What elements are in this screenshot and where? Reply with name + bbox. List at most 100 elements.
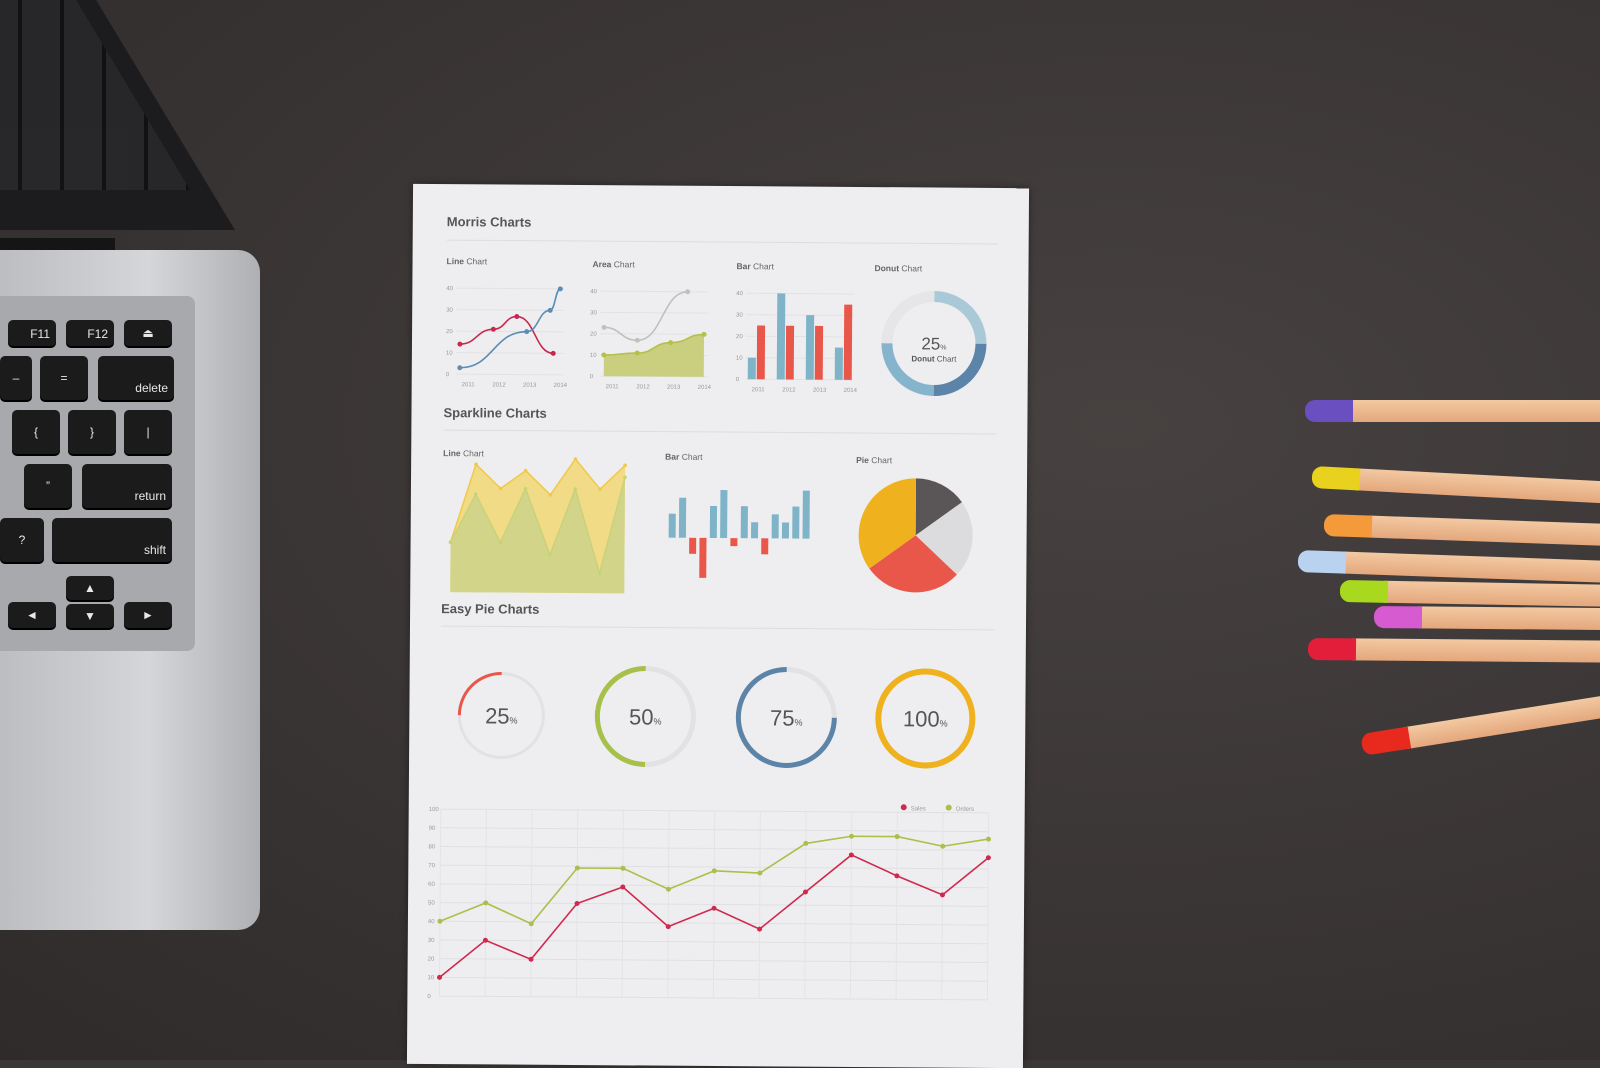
sparkline-bar	[781, 522, 790, 539]
x-tick-label: 2013	[523, 383, 537, 389]
key-right[interactable]: ►	[124, 602, 172, 628]
key-backslash[interactable]: |	[124, 410, 172, 454]
y-tick-label: 40	[428, 919, 435, 925]
data-point	[685, 289, 691, 295]
easy-pie-progress	[735, 666, 837, 768]
gridline	[986, 812, 990, 1000]
y-tick-label: 80	[428, 844, 435, 850]
pencil-tip	[1339, 580, 1389, 603]
gridline	[456, 309, 565, 311]
pencil-body	[1349, 400, 1600, 422]
key-label: |	[146, 425, 150, 439]
sparkline-bar	[730, 538, 738, 547]
gridline	[849, 811, 853, 999]
y-tick-label: 40	[446, 286, 453, 292]
data-point	[597, 571, 602, 575]
data-point	[557, 286, 563, 292]
key-return[interactable]: return	[82, 464, 172, 508]
pencil-body	[1417, 606, 1600, 631]
pencil	[1305, 400, 1600, 422]
pencil-tip	[1297, 550, 1347, 574]
bar	[843, 304, 853, 380]
key-label: delete	[135, 381, 168, 395]
bar	[805, 315, 815, 380]
key-f11[interactable]: F11	[8, 320, 56, 346]
data-point	[711, 905, 717, 911]
easy-pie-progress	[457, 671, 502, 716]
y-tick-label: 30	[446, 308, 453, 314]
pencil	[1307, 638, 1600, 663]
x-tick-label: 2011	[606, 384, 620, 390]
key-slash[interactable]: ?	[0, 518, 44, 562]
key-label: {	[33, 425, 38, 439]
data-point	[524, 329, 530, 335]
donut-segment	[881, 291, 935, 344]
y-tick-label: 20	[736, 334, 743, 340]
gridline	[746, 292, 855, 295]
sparkline-bar	[761, 538, 769, 555]
gridline	[455, 373, 564, 376]
data-point	[849, 833, 855, 839]
key-bracket-open[interactable]: {	[12, 410, 60, 454]
x-tick-label: 2013	[813, 388, 827, 394]
data-point	[573, 487, 578, 491]
data-point	[623, 475, 627, 480]
data-point	[457, 365, 463, 371]
y-tick-label: 30	[428, 938, 435, 944]
data-point	[701, 331, 707, 337]
key-label: =	[60, 371, 68, 385]
laptop-keyboard: F11 F12 ⏏ – = delete { } | ” return ? sh…	[0, 296, 195, 651]
key-left[interactable]: ◄	[8, 602, 56, 628]
data-point	[474, 462, 478, 467]
key-eject[interactable]: ⏏	[124, 320, 172, 346]
gridline	[941, 812, 944, 1000]
key-label: }	[89, 425, 94, 439]
data-point	[634, 337, 640, 343]
key-up[interactable]: ▲	[66, 576, 114, 600]
data-point	[757, 870, 763, 876]
y-tick-label: 30	[736, 313, 743, 319]
sparkline-line	[449, 477, 626, 576]
sparkline-bar	[678, 497, 687, 538]
data-point	[620, 884, 626, 890]
pie-slice	[858, 478, 917, 569]
data-point	[547, 307, 553, 313]
bar	[814, 325, 824, 380]
sparkline-bar	[740, 506, 748, 539]
pencil-tip	[1305, 400, 1353, 422]
key-delete[interactable]: delete	[98, 356, 174, 400]
bar	[834, 347, 843, 380]
chart-title: Line Chart	[447, 256, 488, 266]
x-tick-label: 2014	[698, 385, 712, 391]
key-down[interactable]: ▼	[66, 604, 114, 628]
key-equals[interactable]: =	[40, 356, 88, 400]
key-shift[interactable]: shift	[52, 518, 172, 562]
chart-title: Donut Chart	[874, 263, 922, 273]
legend-label: Sales	[911, 806, 926, 812]
data-point	[473, 492, 478, 497]
y-tick-label: 10	[590, 353, 597, 359]
key-bracket-close[interactable]: }	[68, 410, 116, 454]
key-label: ”	[46, 479, 50, 493]
chart-title: Line Chart	[443, 448, 484, 458]
x-tick-label: 2012	[636, 384, 650, 390]
gridline	[712, 810, 716, 998]
bar	[785, 325, 795, 380]
gridline	[456, 330, 565, 333]
chart-title: Area Chart	[592, 259, 635, 269]
data-point	[528, 956, 534, 962]
printout-charts: Morris Charts Sparkline Charts Easy Pie …	[427, 214, 998, 1001]
key-f12[interactable]: F12	[66, 320, 114, 346]
key-minus[interactable]: –	[0, 356, 32, 400]
key-label: return	[134, 489, 166, 503]
data-point	[498, 540, 503, 545]
pie-slice	[915, 502, 973, 575]
key-quote[interactable]: ”	[24, 464, 72, 508]
gridline	[456, 287, 565, 290]
data-point	[574, 865, 580, 871]
data-point	[802, 889, 808, 895]
easy-pie-value: 75%	[770, 705, 803, 730]
sparkline-area	[450, 477, 626, 594]
gridline	[455, 352, 564, 354]
data-point	[498, 486, 503, 491]
